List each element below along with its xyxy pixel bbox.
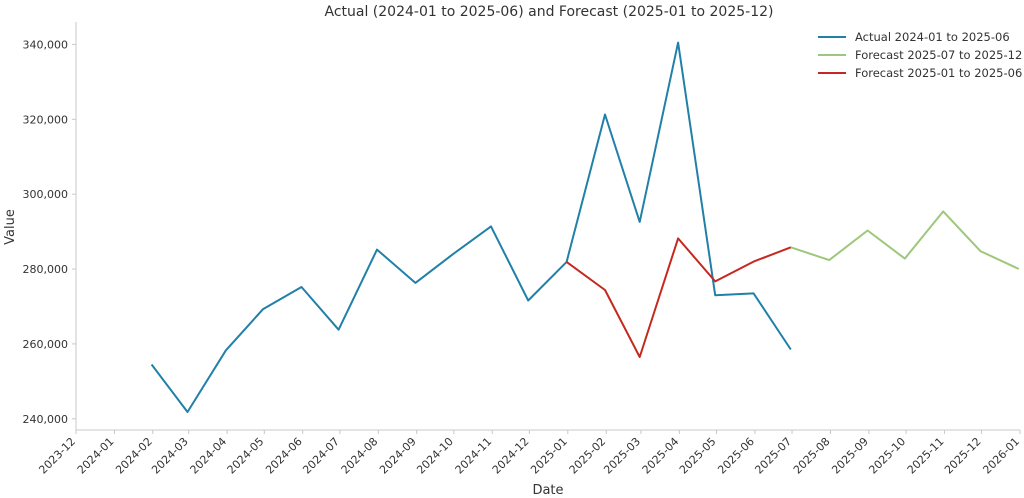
x-tick-label: 2024-10 [414, 435, 456, 477]
x-tick-label: 2024-08 [339, 435, 381, 477]
legend-label: Forecast 2025-07 to 2025-12 [855, 48, 1022, 62]
x-tick-label: 2025-12 [942, 435, 984, 477]
x-tick-label: 2024-06 [263, 435, 305, 477]
plot-area [75, 22, 1020, 431]
x-tick-label: 2024-03 [149, 435, 191, 477]
x-axis-ticks: 2023-122024-012024-022024-032024-042024-… [36, 430, 1022, 477]
x-tick-label: 2024-09 [377, 435, 419, 477]
x-tick-label: 2026-01 [980, 435, 1022, 477]
y-axis-ticks: 240,000 260,000 280,000 300,000 320,000 340,0… [23, 38, 76, 426]
x-tick-label: 2024-07 [300, 435, 342, 477]
y-tick-label: 260,000 [23, 338, 69, 351]
series-lines [150, 41, 1020, 413]
x-tick-label: 2025-06 [715, 435, 757, 477]
legend-label: Actual 2024-01 to 2025-06 [855, 30, 1010, 44]
x-tick-label: 2023-12 [36, 435, 78, 477]
x-tick-label: 2025-09 [829, 435, 871, 477]
x-tick-label: 2025-05 [677, 435, 719, 477]
x-tick-label: 2025-01 [528, 435, 570, 477]
x-tick-label: 2025-07 [752, 435, 794, 477]
series-line-3 [566, 237, 792, 358]
x-tick-label: 2025-10 [866, 435, 908, 477]
x-tick-label: 2025-04 [640, 435, 682, 477]
x-tick-label: 2024-12 [490, 435, 532, 477]
x-tick-label: 2024-01 [75, 435, 117, 477]
y-tick-label: 320,000 [23, 113, 69, 126]
y-tick-label: 300,000 [23, 188, 69, 201]
series-line-1 [150, 41, 792, 413]
x-tick-label: 2024-11 [453, 435, 495, 477]
x-tick-label: 2024-04 [188, 435, 230, 477]
x-tick-label: 2025-02 [567, 435, 609, 477]
x-tick-label: 2025-11 [905, 435, 947, 477]
y-tick-label: 240,000 [23, 413, 69, 426]
series-line-2 [790, 210, 1020, 270]
y-tick-label: 340,000 [23, 38, 69, 51]
x-tick-label: 2024-05 [225, 435, 267, 477]
legend: Actual 2024-01 to 2025-06 Forecast 2025-0… [818, 30, 1022, 80]
y-tick-label: 280,000 [23, 263, 69, 276]
chart-title: Actual (2024-01 to 2025-06) and Forecast… [325, 4, 774, 20]
x-tick-label: 2025-08 [791, 435, 833, 477]
x-tick-label: 2025-03 [601, 435, 643, 477]
x-axis-label: Date [532, 483, 563, 498]
x-tick-label: 2024-02 [113, 435, 155, 477]
y-axis-label: Value [3, 209, 18, 245]
legend-label: Forecast 2025-01 to 2025-06 [855, 66, 1022, 80]
